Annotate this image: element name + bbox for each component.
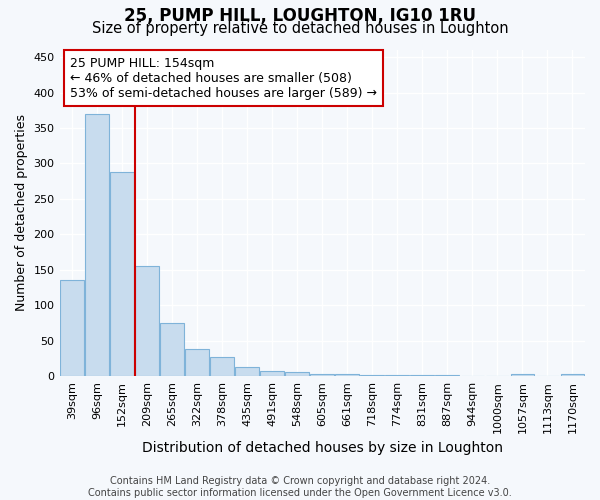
Bar bbox=[335, 374, 359, 376]
Bar bbox=[286, 372, 309, 376]
Bar bbox=[185, 349, 209, 376]
Text: 25 PUMP HILL: 154sqm
← 46% of detached houses are smaller (508)
53% of semi-deta: 25 PUMP HILL: 154sqm ← 46% of detached h… bbox=[70, 56, 377, 100]
Text: Size of property relative to detached houses in Loughton: Size of property relative to detached ho… bbox=[92, 21, 508, 36]
Bar bbox=[436, 375, 459, 376]
Bar bbox=[110, 172, 134, 376]
Text: Contains HM Land Registry data © Crown copyright and database right 2024.
Contai: Contains HM Land Registry data © Crown c… bbox=[88, 476, 512, 498]
Bar bbox=[85, 114, 109, 376]
Bar bbox=[235, 368, 259, 376]
Bar bbox=[385, 375, 409, 376]
Bar bbox=[410, 375, 434, 376]
Bar bbox=[160, 323, 184, 376]
Bar bbox=[560, 374, 584, 376]
Bar bbox=[210, 357, 234, 376]
Text: 25, PUMP HILL, LOUGHTON, IG10 1RU: 25, PUMP HILL, LOUGHTON, IG10 1RU bbox=[124, 8, 476, 26]
Bar bbox=[60, 280, 84, 376]
Bar bbox=[260, 371, 284, 376]
Bar bbox=[135, 266, 159, 376]
X-axis label: Distribution of detached houses by size in Loughton: Distribution of detached houses by size … bbox=[142, 441, 503, 455]
Bar bbox=[511, 374, 535, 376]
Y-axis label: Number of detached properties: Number of detached properties bbox=[15, 114, 28, 312]
Bar bbox=[310, 374, 334, 376]
Bar bbox=[361, 374, 384, 376]
